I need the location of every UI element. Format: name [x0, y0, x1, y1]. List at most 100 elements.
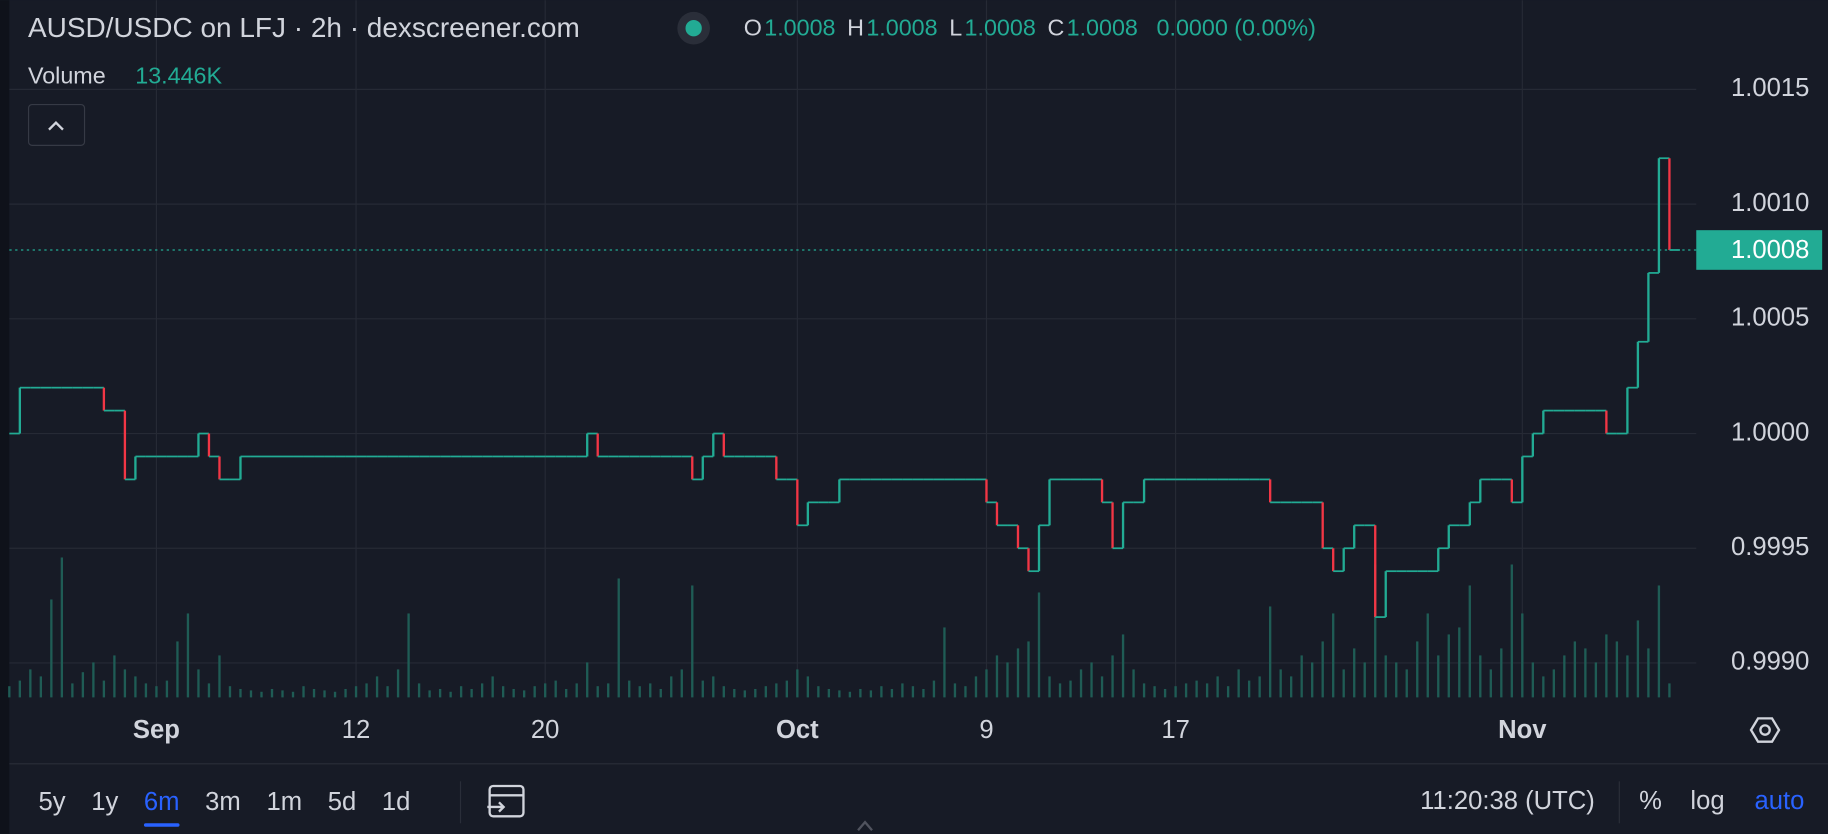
range-button[interactable]: 1y — [91, 788, 118, 816]
volume-bar — [260, 691, 263, 698]
volume-bar — [1384, 655, 1387, 698]
axis-option[interactable]: log — [1690, 787, 1724, 815]
calendar-icon[interactable] — [487, 784, 525, 818]
volume-bar — [165, 680, 169, 698]
volume-bar — [1510, 564, 1513, 698]
volume-bar — [953, 683, 957, 698]
ohlc-key: H — [847, 15, 864, 41]
ohlc-key: C — [1047, 15, 1064, 41]
volume-bar — [312, 688, 316, 698]
toolbar: 5y 1y 6m 3m 1m 5d 1d 11:20:38 (UTC)% log auto — [38, 787, 1804, 827]
ohlc-key: O — [744, 15, 762, 41]
axis-option[interactable]: % — [1639, 787, 1662, 815]
volume-bar — [701, 680, 704, 698]
volume-bar — [1605, 634, 1608, 698]
clock: 11:20:38 (UTC) — [1420, 787, 1595, 815]
volume-bar — [649, 683, 652, 698]
volume-bar — [743, 690, 746, 698]
x-tick-label: 20 — [531, 716, 560, 744]
x-tick-label: Oct — [776, 716, 819, 744]
range-button[interactable]: 3m — [205, 788, 241, 816]
volume-bar — [249, 690, 253, 698]
volume-bar — [60, 557, 64, 698]
volume-bar — [186, 613, 190, 698]
volume-bar — [922, 688, 925, 698]
x-tick-label: 12 — [342, 716, 371, 744]
volume-bar — [344, 688, 347, 698]
volume-bar — [995, 655, 999, 698]
range-button[interactable]: 1m — [266, 788, 302, 816]
volume-bar — [1100, 676, 1104, 698]
volume-bar — [1636, 620, 1640, 698]
volume-bar — [470, 688, 473, 698]
volume-bar — [92, 662, 95, 698]
volume-bar — [155, 686, 158, 698]
volume-label: Volume — [28, 62, 106, 88]
volume-value: 13.446K — [135, 62, 222, 88]
volume-bar — [1500, 648, 1503, 698]
volume-bar — [81, 672, 85, 698]
settings-icon[interactable] — [1749, 717, 1781, 743]
volume-bar — [1321, 641, 1324, 698]
volume-bar — [1416, 641, 1419, 698]
volume-bar — [512, 688, 515, 698]
volume-bar — [1037, 592, 1041, 698]
last-price-box — [1696, 230, 1823, 270]
volume-bar — [501, 686, 505, 698]
volume-bar — [1069, 680, 1072, 698]
volume — [8, 557, 1671, 698]
volume-bar — [1353, 648, 1356, 698]
volume-bar — [533, 686, 536, 698]
left-edge — [0, 0, 10, 834]
x-tick-label: Sep — [133, 716, 180, 744]
hexagon-center — [1759, 724, 1771, 736]
volume-bar — [1163, 688, 1167, 698]
volume-bar — [1058, 683, 1062, 698]
volume-bar — [670, 676, 673, 698]
x-tick-label: Nov — [1498, 716, 1547, 744]
volume-bar — [617, 578, 620, 698]
range-button[interactable]: 5d — [328, 788, 357, 816]
volume-bar — [733, 688, 736, 698]
title: AUSD/USDC on LFJ · 2h · dexscreener.com — [28, 12, 580, 43]
volume-bar — [712, 676, 715, 698]
volume-bar — [1184, 683, 1188, 698]
volume-bar — [407, 613, 410, 698]
volume-bar — [1332, 613, 1335, 698]
range-button[interactable]: 1d — [382, 788, 411, 816]
range-button[interactable]: 6m — [144, 788, 180, 816]
grid: 0.9990 0.9995 1.0000 1.0005 1.0010 1.0015 Sep 1… — [9, 0, 1809, 744]
ohlc-value: 1.0008 — [965, 15, 1036, 41]
volume-bar — [880, 686, 883, 698]
volume-bar — [1542, 676, 1545, 698]
volume-bar — [838, 690, 841, 698]
y-tick-label: 1.0005 — [1731, 304, 1809, 332]
collapse-icon — [48, 120, 64, 131]
volume-bar — [1216, 676, 1219, 698]
volume-bar — [596, 686, 599, 698]
volume-bar — [1090, 662, 1093, 698]
volume-bar — [29, 669, 32, 698]
y-tick-label: 0.9995 — [1731, 533, 1809, 561]
volume-bar — [911, 686, 915, 698]
volume-bar — [754, 688, 757, 698]
range-button[interactable]: 5y — [38, 788, 65, 816]
volume-bar — [1447, 634, 1450, 698]
volume-bar — [354, 686, 358, 698]
volume-bar — [1027, 641, 1030, 698]
axis-option[interactable]: auto — [1755, 787, 1805, 815]
volume-bar — [1153, 686, 1156, 698]
volume-bar — [1247, 680, 1251, 698]
volume-bar — [144, 683, 148, 698]
volume-bar — [1405, 669, 1408, 698]
volume-bar — [1111, 655, 1114, 698]
range-underline — [143, 823, 180, 827]
volume-bar — [1657, 585, 1661, 698]
volume-bar — [1290, 676, 1293, 698]
volume-bar — [176, 641, 179, 698]
volume-bar — [459, 686, 463, 698]
volume-bar — [544, 683, 547, 698]
collapse-button[interactable] — [27, 103, 86, 146]
volume-bar — [375, 676, 379, 698]
volume-bar — [102, 680, 106, 698]
